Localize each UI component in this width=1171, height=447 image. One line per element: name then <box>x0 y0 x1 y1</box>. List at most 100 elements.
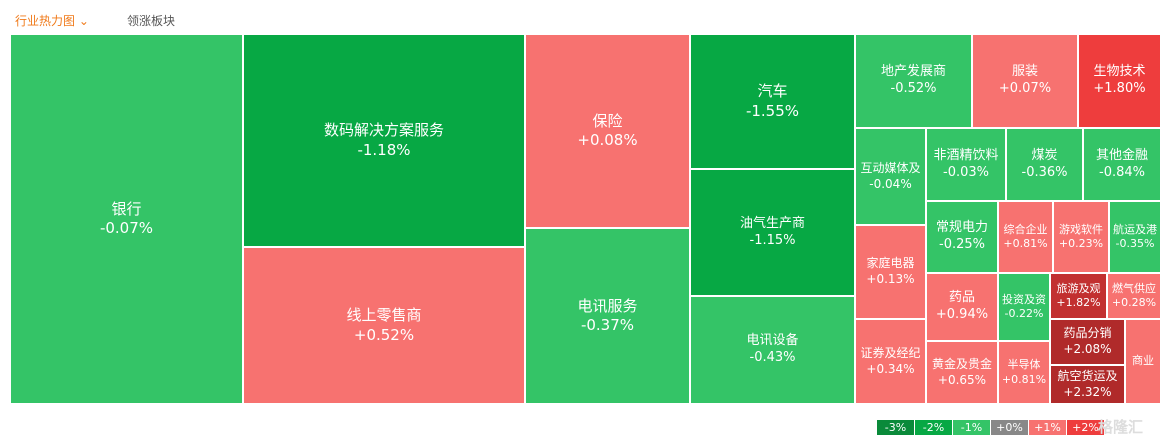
tile-name: 药品分销 <box>1063 326 1112 341</box>
tile-change: -0.22% <box>1004 307 1044 320</box>
tile-change: -1.15% <box>749 232 796 248</box>
tile[interactable]: 线上零售商 +0.52% <box>243 247 525 404</box>
tile[interactable]: 旅游及观 +1.82% <box>1050 273 1107 319</box>
tile[interactable]: 商业 <box>1125 319 1161 404</box>
tile-name: 其他金融 <box>1095 147 1148 163</box>
tile-name: 证券及经纪 <box>860 345 921 360</box>
tile[interactable]: 航运及港 -0.35% <box>1109 201 1161 273</box>
tile[interactable]: 燃气供应 +0.28% <box>1107 273 1161 319</box>
tile-change: -0.07% <box>99 219 154 237</box>
tile-name: 常规电力 <box>935 220 988 236</box>
tile-name: 油气生产商 <box>739 215 805 231</box>
tile[interactable]: 油气生产商 -1.15% <box>690 169 855 296</box>
tile-change: -0.52% <box>890 81 937 96</box>
tab-label: 行业热力图 <box>15 14 76 28</box>
tile-change: +0.08% <box>577 131 638 149</box>
tile[interactable]: 煤炭 -0.36% <box>1006 128 1083 201</box>
tile[interactable]: 家庭电器 +0.13% <box>855 225 926 319</box>
tile-name: 航运及港 <box>1113 222 1157 236</box>
tile-name: 游戏软件 <box>1059 222 1103 236</box>
tile-change: +0.28% <box>1111 296 1157 309</box>
tab[interactable]: 行业热力图 ⌄ <box>15 14 89 28</box>
tile-change: +0.94% <box>935 307 989 322</box>
tile[interactable]: 投资及资 -0.22% <box>998 273 1050 341</box>
tile-change: +0.52% <box>353 325 415 344</box>
tile-name: 电讯服务 <box>577 296 638 315</box>
tile-change: +1.80% <box>1093 81 1146 96</box>
tile-name: 保险 <box>592 111 623 130</box>
tile-name: 航空货运及 <box>1057 368 1118 383</box>
tile-change: +0.65% <box>937 372 987 387</box>
tile[interactable]: 综合企业 +0.81% <box>998 201 1053 273</box>
tile-change: -0.43% <box>749 350 796 365</box>
tile[interactable]: 生物技术 +1.80% <box>1078 34 1161 128</box>
legend-item: -1% <box>953 420 990 435</box>
tile[interactable]: 常规电力 -0.25% <box>926 201 998 273</box>
legend-item: -3% <box>877 420 914 435</box>
tab-label: 领涨板块 <box>127 14 176 28</box>
tile-name: 银行 <box>111 199 142 218</box>
tile[interactable]: 半导体 +0.81% <box>998 341 1050 404</box>
tile-name: 电讯设备 <box>746 333 799 349</box>
tile[interactable]: 地产发展商 -0.52% <box>855 34 972 128</box>
tile-change: +2.32% <box>1063 384 1112 399</box>
tile-name: 线上零售商 <box>346 306 422 324</box>
tile-name: 旅游及观 <box>1056 281 1101 295</box>
tile-name: 生物技术 <box>1093 64 1146 80</box>
tile-change: +0.23% <box>1058 237 1104 250</box>
tile[interactable]: 航空货运及 +2.32% <box>1050 365 1125 404</box>
tile-name: 汽车 <box>757 82 788 100</box>
tile[interactable]: 药品 +0.94% <box>926 273 998 341</box>
tile-name: 黄金及贵金 <box>931 356 992 371</box>
tile-name: 投资及资 <box>1002 292 1046 306</box>
tile[interactable]: 互动媒体及 -0.04% <box>855 128 926 225</box>
tile-change: -0.84% <box>1099 164 1145 180</box>
legend-item: +2% <box>1067 420 1104 435</box>
tile[interactable]: 电讯设备 -0.43% <box>690 296 855 404</box>
tile-change: -0.37% <box>580 316 635 334</box>
tile[interactable]: 电讯服务 -0.37% <box>525 228 690 404</box>
tile[interactable]: 非酒精饮料 -0.03% <box>926 128 1006 201</box>
tile[interactable]: 游戏软件 +0.23% <box>1053 201 1109 273</box>
tile-change: -0.03% <box>943 164 989 180</box>
tile[interactable]: 汽车 -1.55% <box>690 34 855 169</box>
tile-change: -0.36% <box>1021 164 1068 180</box>
tile[interactable]: 药品分销 +2.08% <box>1050 319 1125 365</box>
legend-item: +0% <box>991 420 1028 435</box>
tile-name: 半导体 <box>1007 358 1041 372</box>
tile-name: 药品 <box>948 290 975 306</box>
watermark: 格隆汇 <box>1098 418 1144 436</box>
tile-name: 非酒精饮料 <box>933 147 999 163</box>
tile-name: 互动媒体及 <box>860 160 921 175</box>
tab[interactable]: 领涨板块 <box>127 12 175 29</box>
tile-name: 综合企业 <box>1003 222 1048 236</box>
tile-change: -1.55% <box>745 101 800 120</box>
tile[interactable]: 黄金及贵金 +0.65% <box>926 341 998 404</box>
tile[interactable]: 其他金融 -0.84% <box>1083 128 1161 201</box>
tile-name: 数码解决方案服务 <box>323 121 444 139</box>
tile-name: 家庭电器 <box>866 256 915 271</box>
tile[interactable]: 数码解决方案服务 -1.18% <box>243 34 525 247</box>
tile-change: -0.04% <box>869 176 912 191</box>
tile-change: +1.82% <box>1056 296 1101 309</box>
legend-item: -2% <box>915 420 952 435</box>
tile[interactable]: 银行 -0.07% <box>10 34 243 404</box>
tile-change: -0.25% <box>939 237 985 252</box>
tile-change: +0.07% <box>998 81 1052 96</box>
tile-change: +0.34% <box>866 361 915 376</box>
tile[interactable]: 证券及经纪 +0.34% <box>855 319 926 404</box>
tile-name: 煤炭 <box>1031 147 1058 163</box>
tile-change: +0.81% <box>1001 372 1047 386</box>
tile-change: -0.35% <box>1115 237 1155 250</box>
tile[interactable]: 服装 +0.07% <box>972 34 1078 128</box>
tile-change: +0.81% <box>1003 237 1048 250</box>
legend-item: +1% <box>1029 420 1066 435</box>
tile-change: +2.08% <box>1063 342 1112 356</box>
tile-name: 燃气供应 <box>1112 281 1156 295</box>
tile-change: -1.18% <box>357 140 411 159</box>
tile-name: 地产发展商 <box>880 64 946 80</box>
tile-name: 商业 <box>1132 354 1154 368</box>
tile[interactable]: 保险 +0.08% <box>525 34 690 228</box>
tile-change: +0.13% <box>866 272 915 286</box>
